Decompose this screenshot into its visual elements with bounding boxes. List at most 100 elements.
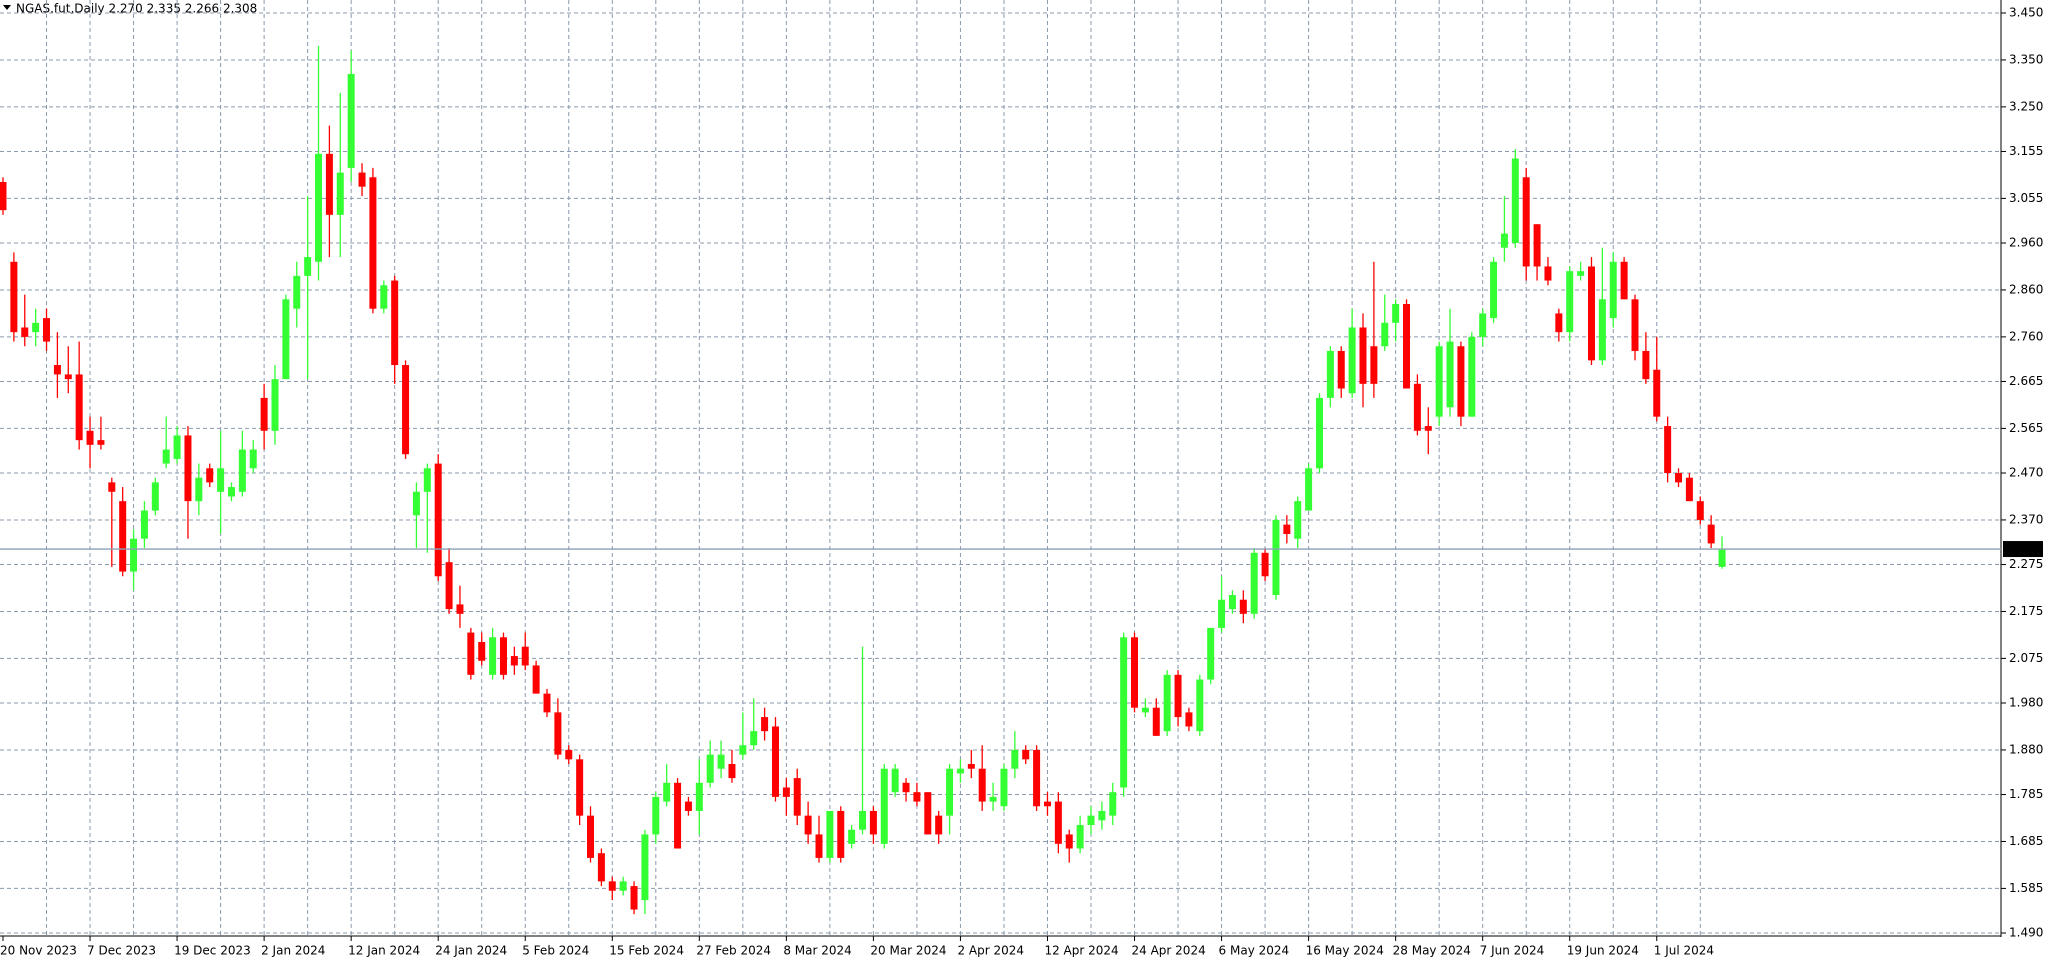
candle-body [456,604,464,614]
candle-body [1598,299,1606,361]
candle-body [565,749,573,760]
x-tick-label: 2 Jan 2024 [261,944,325,958]
candle-body [750,731,758,746]
candle-body [0,181,7,211]
y-tick-label: 2.565 [2009,421,2043,435]
candle-body [358,172,366,187]
candle-body [1131,637,1139,708]
candle-body [1239,599,1247,614]
candle-body [1413,383,1421,431]
candle-body [967,764,975,769]
candle-body [1076,825,1084,849]
candle-body [238,449,246,492]
candle-body [1315,397,1323,469]
candle-body [1120,637,1128,788]
candle-body [652,796,660,835]
candle-body [1174,674,1182,718]
last-price-label: 2.308 [2006,542,2040,556]
candle-body [815,834,823,858]
candle-body [206,468,214,483]
candle-body [304,257,312,276]
candle-body [108,482,116,492]
candle-body [869,810,877,835]
candle-body [412,491,420,516]
candle-body [293,275,301,309]
candle-body [1043,801,1051,807]
candle-body [369,177,377,309]
candle-body [1098,810,1106,821]
candle-body [1305,468,1313,511]
candle-body [1163,674,1171,732]
x-tick-label: 2 Apr 2024 [957,944,1024,958]
candle-body [1457,346,1465,417]
candle-body [64,374,72,380]
candle-body [663,782,671,802]
candle-body [217,468,225,492]
candle-body [325,153,333,215]
candle-body [782,787,790,797]
candle-body [848,829,856,844]
candle-body [771,726,779,797]
candle-body [336,172,344,215]
y-tick-label: 3.155 [2009,144,2043,158]
candle-body [140,510,148,539]
candle-body [554,712,562,755]
candle-body [402,365,410,455]
candle-body [380,285,388,309]
candle-body [826,810,834,858]
candle-body [1185,712,1193,727]
candle-body [1381,322,1389,347]
candle-body [1587,266,1595,361]
candle-body [260,397,268,431]
candle-body [1435,346,1443,417]
y-tick-label: 3.450 [2009,6,2043,20]
candle-body [1370,346,1378,384]
candle-body [608,881,616,891]
y-tick-label: 3.350 [2009,52,2043,66]
x-tick-label: 20 Mar 2024 [870,944,946,958]
candle-body [521,646,529,666]
y-tick-label: 2.960 [2009,236,2043,250]
candle-body [597,853,605,882]
candle-body [1250,552,1258,614]
candle-body [195,477,203,502]
candle-body [86,430,94,445]
candle-body [1141,707,1149,713]
chart-title: NGAS.fut,Daily 2.270 2.335 2.266 2.308 [16,2,257,16]
candle-body [1022,749,1030,760]
candle-body [1707,524,1715,544]
title-arrow [3,5,11,10]
candle-body [1261,552,1269,577]
x-tick-label: 28 May 2024 [1393,944,1471,958]
candle-body [119,501,127,572]
candle-body [10,261,18,333]
candle-body [1566,271,1574,333]
candle-body [880,768,888,844]
candle-body [576,759,584,816]
candle-body [1479,313,1487,337]
candle-body [1446,341,1454,408]
candle-body [956,768,964,774]
candle-body [1696,501,1704,520]
candle-body [1533,224,1541,267]
candle-body [391,280,399,366]
y-tick-label: 2.370 [2009,512,2043,526]
x-tick-label: 7 Dec 2023 [87,944,156,958]
candle-body [1109,792,1117,816]
candle-body [510,656,518,666]
candle-body [913,792,921,802]
last-price-box [2003,541,2043,558]
candle-body [1555,313,1563,333]
candle-body [1087,815,1095,826]
candle-body [1490,261,1498,319]
candle-body [1348,327,1356,394]
candle-body [793,778,801,816]
candle-body [1468,336,1476,417]
candle-body [532,665,540,694]
candle-body [249,449,257,469]
y-tick-label: 1.685 [2009,834,2043,848]
candle-body [227,487,235,497]
candle-body [1294,501,1302,539]
